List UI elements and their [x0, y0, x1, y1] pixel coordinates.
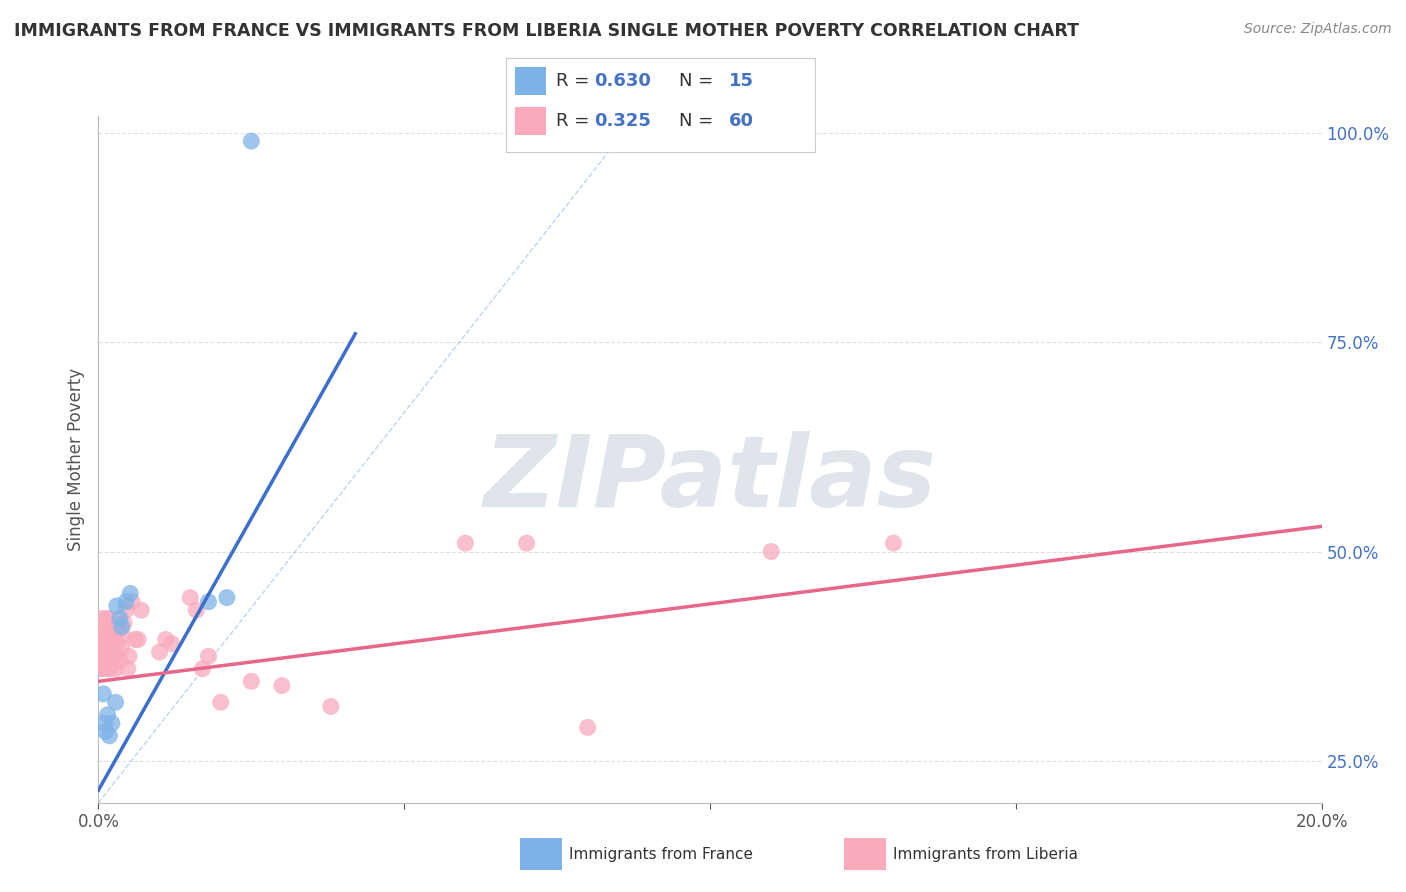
Point [90, 611, 112, 625]
Bar [516, 68, 547, 95]
Point [516, 536, 538, 550]
Point [100, 620, 122, 634]
Point [97, 637, 120, 651]
Point [98, 662, 121, 676]
Point [115, 603, 138, 617]
Point [107, 624, 129, 639]
Point [104, 662, 127, 676]
Point [149, 645, 172, 659]
Text: 0.630: 0.630 [595, 72, 651, 90]
Point [209, 695, 232, 709]
Point [191, 662, 214, 676]
Point [98, 729, 121, 743]
Point [160, 637, 183, 651]
Y-axis label: Single Mother Poverty: Single Mother Poverty [67, 368, 86, 551]
Point [91, 632, 114, 647]
Point [117, 662, 139, 676]
Point [576, 720, 599, 734]
Point [121, 595, 143, 609]
Point [101, 645, 124, 659]
Point [759, 544, 782, 558]
Point [883, 536, 905, 550]
Text: Source: ZipAtlas.com: Source: ZipAtlas.com [1244, 22, 1392, 37]
Point [108, 611, 131, 625]
Text: 60: 60 [728, 112, 754, 129]
Point [111, 620, 134, 634]
Point [97, 707, 120, 722]
Point [97, 649, 120, 664]
Text: IMMIGRANTS FROM FRANCE VS IMMIGRANTS FROM LIBERIA SINGLE MOTHER POVERTY CORRELAT: IMMIGRANTS FROM FRANCE VS IMMIGRANTS FRO… [14, 22, 1078, 40]
Text: Immigrants from Liberia: Immigrants from Liberia [893, 847, 1078, 862]
Point [454, 536, 477, 550]
Point [91, 687, 114, 701]
Point [127, 632, 149, 647]
Text: N =: N = [679, 112, 720, 129]
Point [93, 628, 115, 642]
Text: Immigrants from France: Immigrants from France [569, 847, 754, 862]
Point [240, 134, 263, 148]
Point [91, 640, 114, 655]
Point [94, 724, 117, 739]
Point [101, 716, 124, 731]
Point [186, 603, 208, 617]
Point [98, 611, 121, 625]
Point [89, 645, 111, 659]
Point [89, 649, 111, 664]
Point [104, 695, 127, 709]
Point [90, 637, 112, 651]
Point [103, 649, 125, 664]
Text: 0.325: 0.325 [595, 112, 651, 129]
Point [96, 611, 118, 625]
Point [115, 595, 138, 609]
Point [105, 637, 128, 651]
Point [94, 624, 117, 639]
Point [240, 674, 263, 689]
Point [124, 632, 146, 647]
Point [197, 649, 219, 664]
Point [96, 662, 118, 676]
Point [100, 632, 122, 647]
Point [129, 603, 152, 617]
Point [93, 657, 115, 672]
Text: 15: 15 [728, 72, 754, 90]
Point [103, 632, 125, 647]
Point [120, 586, 142, 600]
Point [89, 662, 111, 676]
Point [215, 591, 238, 605]
Point [111, 628, 134, 642]
Bar [516, 107, 547, 135]
Point [118, 649, 141, 664]
Text: N =: N = [679, 72, 720, 90]
Point [111, 640, 134, 655]
Point [91, 653, 114, 667]
Point [91, 645, 114, 659]
Point [97, 624, 120, 639]
Point [155, 632, 177, 647]
Point [90, 628, 112, 642]
Text: ZIPatlas: ZIPatlas [484, 432, 936, 528]
Point [91, 662, 114, 676]
Point [94, 632, 117, 647]
Point [101, 657, 124, 672]
Point [108, 653, 131, 667]
Point [319, 699, 342, 714]
Text: R =: R = [555, 112, 595, 129]
Text: R =: R = [555, 72, 595, 90]
Point [93, 716, 115, 731]
Point [112, 615, 135, 630]
Point [100, 645, 122, 659]
Point [105, 599, 128, 613]
Point [93, 645, 115, 659]
Point [179, 591, 201, 605]
Point [197, 595, 219, 609]
Point [270, 679, 292, 693]
